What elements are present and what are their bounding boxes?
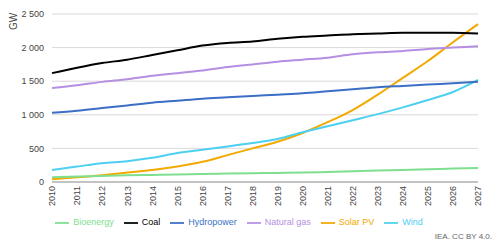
svg-text:2012: 2012 (98, 186, 108, 206)
svg-text:2016: 2016 (198, 186, 208, 206)
svg-text:2020: 2020 (298, 186, 308, 206)
svg-text:2027: 2027 (473, 186, 483, 206)
html-text:IEA. CC BY 4.0.: IEA. CC BY 4.0. (434, 232, 492, 241)
svg-text:2018: 2018 (248, 186, 258, 206)
svg-text:2010: 2010 (47, 186, 57, 206)
svg-text:2019: 2019 (273, 186, 283, 206)
svg-text:2 500: 2 500 (21, 9, 44, 19)
svg-text:2024: 2024 (398, 186, 408, 206)
svg-text:500: 500 (29, 144, 44, 154)
svg-text:2023: 2023 (373, 186, 383, 206)
svg-text:2025: 2025 (423, 186, 433, 206)
svg-text:2015: 2015 (173, 186, 183, 206)
svg-text:1 500: 1 500 (21, 76, 44, 86)
svg-text:2 000: 2 000 (21, 43, 44, 53)
html-text:Hydropower: Hydropower (188, 217, 237, 228)
svg-text:2022: 2022 (348, 186, 358, 206)
svg-text:2017: 2017 (223, 186, 233, 206)
svg-text:1 000: 1 000 (21, 110, 44, 120)
html-text:Coal: Coal (141, 217, 161, 228)
svg-text:2014: 2014 (148, 186, 158, 206)
html-text:Wind: Wind (402, 217, 423, 228)
html-text:Bioenergy: Bioenergy (73, 217, 114, 228)
svg-text:2011: 2011 (72, 186, 82, 205)
html-text:GW: GW (8, 12, 19, 30)
svg-text:0: 0 (39, 177, 44, 187)
svg-text:2026: 2026 (448, 186, 458, 206)
svg-text:2021: 2021 (323, 186, 333, 206)
html-text:Solar PV: Solar PV (338, 217, 375, 228)
html-text:Natural gas: Natural gas (264, 217, 311, 228)
svg-text:2013: 2013 (123, 186, 133, 206)
